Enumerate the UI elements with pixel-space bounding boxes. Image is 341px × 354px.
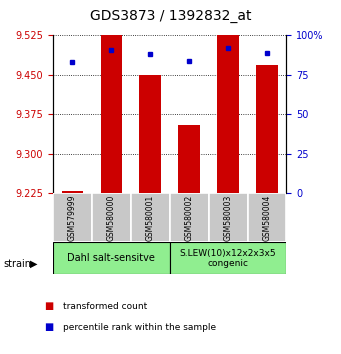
Text: GSM579999: GSM579999 — [68, 194, 77, 241]
Bar — [101, 35, 122, 193]
Text: ■: ■ — [44, 301, 54, 311]
Bar — [131, 193, 170, 242]
Text: GSM580000: GSM580000 — [107, 194, 116, 241]
Bar — [139, 75, 161, 193]
Bar — [217, 35, 239, 193]
Text: GSM580002: GSM580002 — [184, 195, 194, 241]
Bar — [170, 193, 209, 242]
Text: S.LEW(10)x12x2x3x5
congenic: S.LEW(10)x12x2x3x5 congenic — [180, 249, 276, 268]
Bar — [53, 193, 92, 242]
Text: transformed count: transformed count — [63, 302, 147, 311]
Text: GSM580001: GSM580001 — [146, 195, 155, 241]
Text: percentile rank within the sample: percentile rank within the sample — [63, 323, 216, 332]
Bar — [248, 193, 286, 242]
Text: strain: strain — [3, 259, 31, 269]
Bar — [209, 193, 248, 242]
Bar — [92, 193, 131, 242]
Text: GSM580004: GSM580004 — [263, 194, 271, 241]
Bar — [178, 125, 200, 193]
Text: ■: ■ — [44, 322, 54, 332]
Text: Dahl salt-sensitve: Dahl salt-sensitve — [67, 253, 155, 263]
Text: GSM580003: GSM580003 — [224, 194, 233, 241]
Bar — [256, 65, 278, 193]
Bar — [170, 242, 286, 274]
Text: ▶: ▶ — [30, 259, 38, 269]
Text: GDS3873 / 1392832_at: GDS3873 / 1392832_at — [90, 9, 251, 23]
Bar — [53, 242, 170, 274]
Bar — [62, 192, 83, 193]
